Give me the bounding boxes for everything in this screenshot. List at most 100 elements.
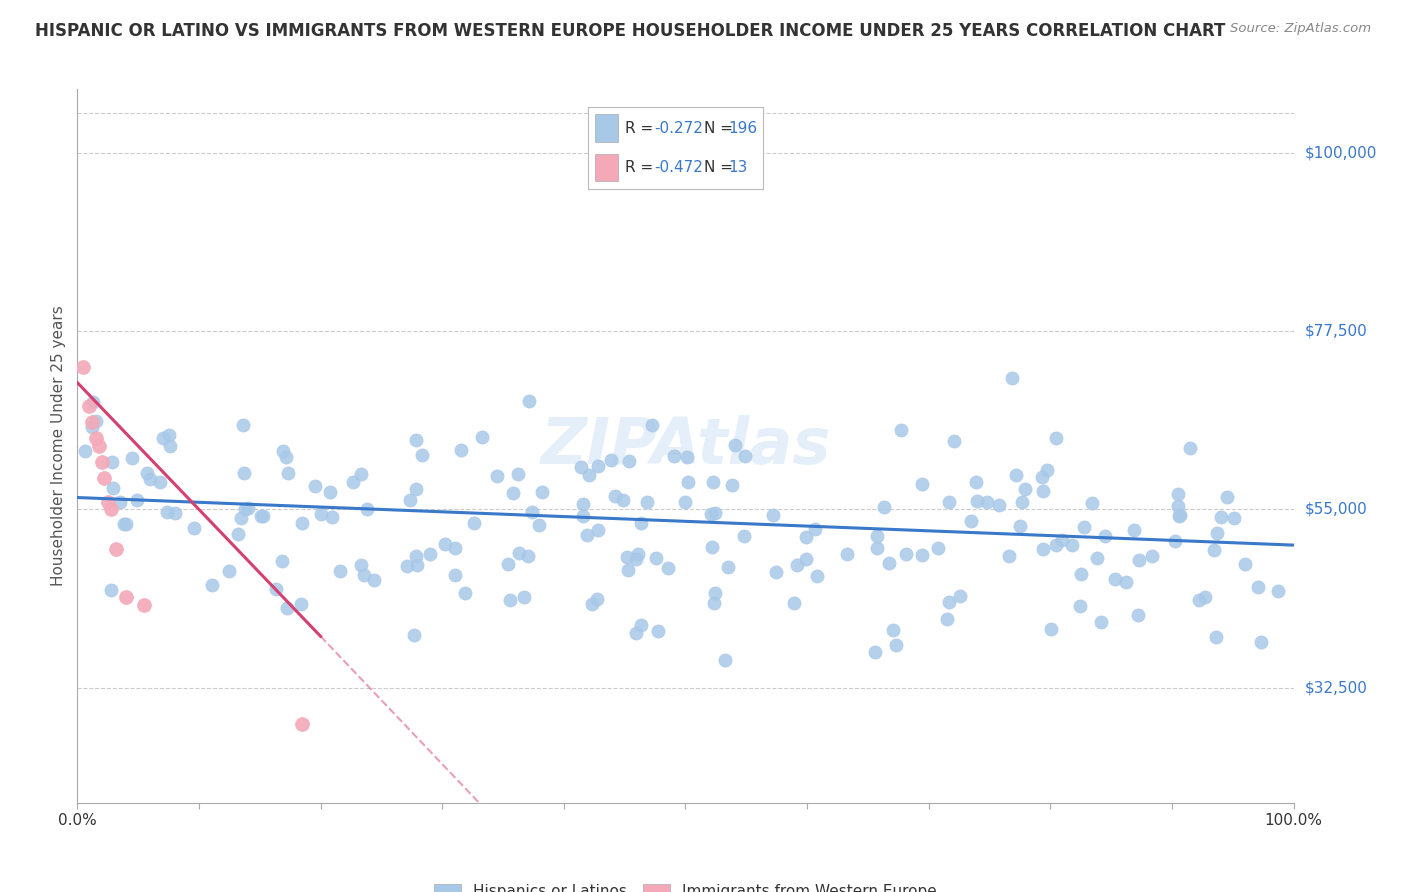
Point [1010, 518, 1032, 533]
Point [624, 552, 647, 566]
Point [1216, 490, 1239, 504]
Point [395, 559, 418, 574]
Point [274, 450, 297, 464]
Point [890, 423, 912, 437]
Point [676, 475, 699, 489]
Point [733, 529, 755, 543]
Point [342, 475, 364, 489]
Point [450, 443, 472, 458]
Point [1164, 533, 1187, 548]
Point [84, 414, 107, 428]
Point [1140, 549, 1163, 563]
Point [165, 506, 187, 520]
Point [703, 596, 725, 610]
Point [454, 586, 477, 600]
Point [159, 439, 181, 453]
Point [444, 541, 467, 555]
Point [713, 653, 735, 667]
Text: 196: 196 [728, 121, 758, 136]
Point [988, 498, 1011, 512]
Point [329, 564, 352, 578]
Point [517, 549, 540, 563]
Point [1188, 592, 1211, 607]
Point [1001, 370, 1024, 384]
Point [1036, 463, 1059, 477]
Point [402, 628, 425, 642]
Point [1205, 630, 1227, 644]
Point [716, 560, 738, 574]
Point [80, 420, 103, 434]
Point [291, 516, 314, 530]
Point [290, 597, 312, 611]
Point [1126, 607, 1149, 622]
Point [627, 547, 650, 561]
Point [1073, 520, 1095, 534]
Point [884, 638, 907, 652]
Point [1104, 572, 1126, 586]
Point [938, 594, 960, 608]
Point [353, 568, 375, 582]
Point [734, 449, 756, 463]
Point [103, 481, 125, 495]
Text: $32,500: $32,500 [1305, 681, 1368, 696]
Point [309, 507, 332, 521]
Text: HISPANIC OR LATINO VS IMMIGRANTS FROM WESTERN EUROPE HOUSEHOLDER INCOME UNDER 25: HISPANIC OR LATINO VS IMMIGRANTS FROM WE… [35, 22, 1226, 40]
Point [411, 448, 433, 462]
Point [1167, 487, 1189, 501]
Point [100, 502, 122, 516]
Point [1085, 551, 1108, 566]
Text: R =: R = [624, 121, 658, 136]
Point [806, 569, 828, 583]
Point [1246, 580, 1268, 594]
Point [699, 507, 721, 521]
Point [657, 560, 679, 574]
Point [127, 492, 149, 507]
Point [1223, 511, 1246, 525]
Point [612, 493, 634, 508]
Point [79, 400, 101, 414]
Point [877, 556, 900, 570]
Point [508, 546, 530, 560]
Point [350, 558, 373, 572]
Point [1050, 533, 1073, 548]
Point [882, 623, 904, 637]
Point [100, 582, 122, 597]
Point [499, 593, 522, 607]
Y-axis label: Householder Income Under 25 years: Householder Income Under 25 years [51, 306, 66, 586]
Point [927, 541, 949, 555]
Point [762, 508, 785, 522]
Point [520, 505, 543, 519]
Point [720, 478, 742, 492]
Point [837, 548, 859, 562]
Point [572, 508, 595, 523]
Point [405, 549, 427, 564]
Point [75, 444, 97, 458]
Text: R =: R = [624, 161, 658, 175]
Point [1045, 431, 1067, 445]
Point [586, 524, 609, 538]
Point [569, 460, 592, 475]
Point [517, 393, 540, 408]
Point [72, 359, 94, 374]
Point [97, 494, 120, 508]
Point [936, 611, 959, 625]
Text: N =: N = [704, 121, 738, 136]
Point [578, 467, 600, 482]
Point [1167, 508, 1189, 523]
Point [575, 528, 598, 542]
Point [1115, 574, 1137, 589]
Point [873, 500, 896, 515]
Text: $100,000: $100,000 [1305, 145, 1376, 161]
Point [636, 495, 658, 509]
Point [786, 558, 808, 573]
Point [647, 624, 669, 638]
Point [1062, 538, 1084, 552]
Point [664, 449, 686, 463]
FancyBboxPatch shape [595, 114, 617, 142]
Point [949, 589, 972, 603]
Text: -0.472: -0.472 [655, 161, 703, 175]
Point [617, 454, 640, 468]
Point [783, 596, 806, 610]
Point [1194, 591, 1216, 605]
Point [90, 455, 112, 469]
